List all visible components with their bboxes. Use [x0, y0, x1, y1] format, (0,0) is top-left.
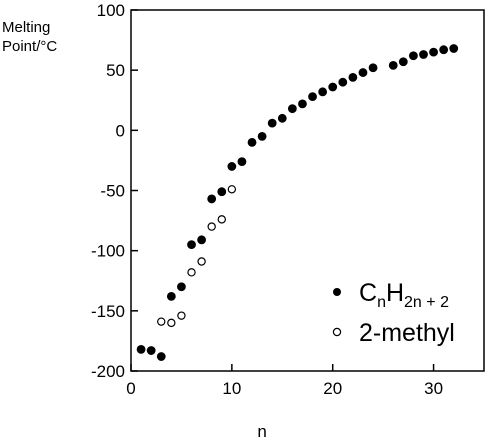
x-axis-label: n [257, 422, 266, 441]
data-point-alkane [277, 113, 287, 123]
data-point-alkane [298, 99, 307, 109]
data-point-alkane [388, 60, 398, 70]
data-point-alkane [187, 240, 196, 250]
y-tick-label: -200 [91, 362, 125, 381]
data-point-2-methyl [207, 222, 216, 231]
data-points [136, 44, 459, 361]
data-point-alkane [177, 282, 186, 292]
legend-marker-2-methyl [332, 327, 342, 337]
data-point-2-methyl [197, 257, 206, 266]
data-point-alkane [197, 235, 207, 245]
data-point-2-methyl [177, 311, 186, 320]
legend-label-2-methyl: 2-methyl [359, 319, 455, 347]
data-point-alkane [257, 131, 267, 141]
data-point-2-methyl [217, 215, 226, 224]
data-point-alkane [146, 346, 156, 355]
data-point-alkane [136, 344, 146, 354]
data-point-2-methyl [187, 268, 196, 277]
data-point-alkane [398, 57, 408, 67]
legend-marker-alkane [333, 288, 341, 296]
y-tick-label: 50 [106, 61, 125, 80]
y-tick-label: -100 [91, 242, 125, 261]
data-point-alkane [227, 162, 237, 171]
legend: CnH2n + 2 2-methyl [332, 279, 455, 347]
data-point-alkane [348, 72, 358, 82]
data-point-2-methyl [227, 185, 237, 194]
y-tick-label: -150 [91, 302, 125, 321]
x-axis-ticks: 0 10 20 30 [126, 364, 443, 398]
y-tick-label: 0 [116, 121, 125, 140]
data-point-alkane [237, 157, 247, 167]
data-point-alkane [429, 47, 438, 57]
data-point-alkane [368, 63, 378, 73]
data-point-alkane [408, 51, 418, 61]
legend-label-alkane: CnH2n + 2 [359, 279, 449, 311]
x-tick-label: 20 [323, 379, 342, 398]
y-axis-label: Melting Point/°C [2, 18, 57, 56]
data-point-alkane [439, 45, 449, 55]
data-point-alkane [267, 118, 277, 128]
data-point-2-methyl [157, 317, 166, 326]
x-tick-label: 30 [424, 379, 443, 398]
y-tick-label: 100 [97, 1, 125, 20]
data-point-alkane [318, 87, 328, 97]
y-axis-label-line2: Point/°C [2, 38, 58, 55]
data-point-alkane [358, 68, 368, 77]
data-point-alkane [247, 137, 257, 147]
data-point-alkane [166, 291, 176, 301]
x-tick-label: 0 [126, 379, 135, 398]
y-axis-ticks: 100 50 0 -50 -100 -150 -200 [91, 1, 138, 381]
x-tick-label: 10 [222, 379, 241, 398]
data-point-alkane [328, 82, 338, 92]
data-point-alkane [308, 92, 317, 102]
y-tick-label: -50 [100, 182, 125, 201]
data-point-2-methyl [167, 318, 176, 328]
data-point-alkane [338, 77, 348, 87]
data-point-alkane [449, 44, 459, 53]
data-point-alkane [207, 194, 217, 204]
data-point-alkane [287, 104, 297, 114]
data-point-alkane [419, 50, 428, 59]
data-point-alkane [217, 187, 227, 197]
data-point-alkane [156, 352, 166, 361]
y-axis-label-line1: Melting [2, 19, 51, 36]
